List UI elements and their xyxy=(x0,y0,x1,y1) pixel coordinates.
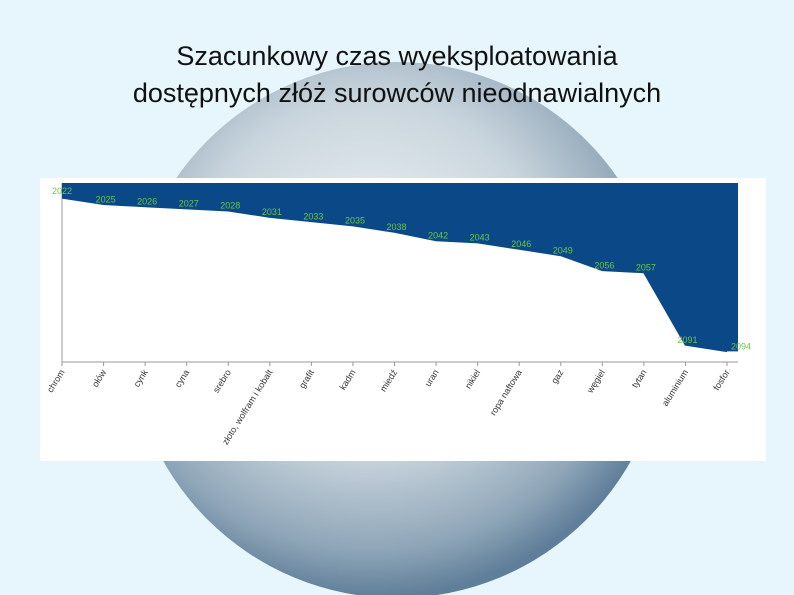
data-label: 2033 xyxy=(303,211,323,221)
data-label: 2026 xyxy=(137,196,157,206)
data-label: 2057 xyxy=(636,263,656,273)
area-fill xyxy=(62,183,738,352)
data-label: 2025 xyxy=(96,194,116,204)
area-line xyxy=(61,197,728,353)
data-label: 2043 xyxy=(470,233,490,243)
data-label: 2094 xyxy=(731,341,751,351)
data-label: 2038 xyxy=(387,222,407,232)
title-line: dostępnych złóż surowców nieodnawialnych xyxy=(132,78,662,108)
data-label: 2046 xyxy=(511,239,531,249)
data-label: 2091 xyxy=(677,335,697,345)
data-label: 2049 xyxy=(553,245,573,255)
slide-title: Szacunkowy czas wyeksploatowania dostępn… xyxy=(0,38,794,112)
data-label: 2028 xyxy=(220,201,240,211)
data-label: 2027 xyxy=(179,199,199,209)
data-label: 2035 xyxy=(345,216,365,226)
data-label: 2042 xyxy=(428,231,448,241)
data-label: 2022 xyxy=(52,186,72,196)
title-line: Szacunkowy czas wyeksploatowania xyxy=(176,41,618,71)
data-label: 2056 xyxy=(594,260,614,270)
data-label: 2031 xyxy=(262,207,282,217)
